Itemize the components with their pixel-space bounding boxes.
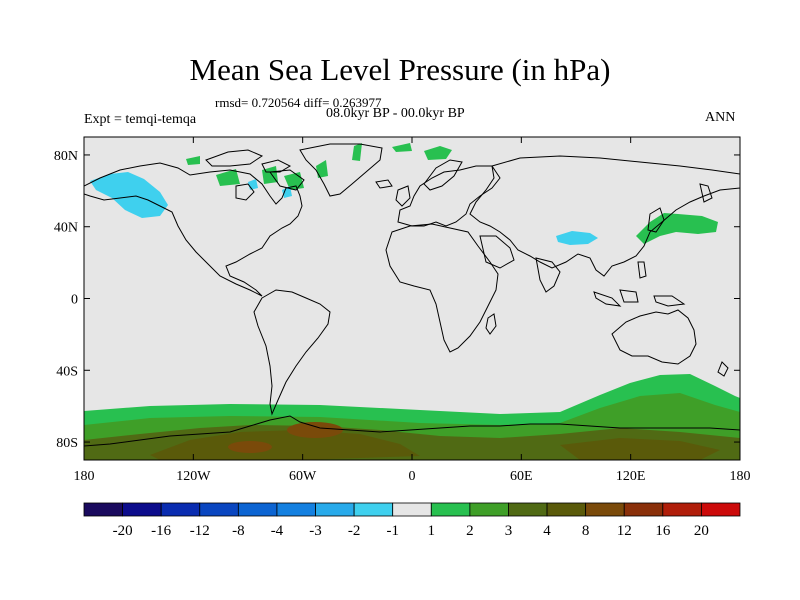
coastline-antarctica — [84, 415, 740, 447]
colorbar-label: -8 — [232, 523, 245, 539]
colorbar-swatch — [199, 502, 239, 517]
colorbar-swatch — [83, 502, 123, 517]
coastline-europe — [397, 165, 501, 227]
coastline-scandinavia — [423, 159, 463, 191]
coastline-arabia — [479, 235, 515, 269]
colorbar-swatch — [701, 502, 741, 517]
arctic-positive-anomaly — [316, 160, 328, 178]
colorbar-label: 20 — [694, 523, 709, 539]
colorbar-label: -12 — [190, 523, 210, 539]
coastline-greenland — [299, 143, 383, 197]
statistics-subtitle: rmsd= 0.720564 diff= 0.263977 — [215, 95, 382, 110]
y-tick-label: 0 — [71, 293, 78, 308]
antarctic-anomaly-4-8-east — [560, 438, 720, 460]
colorbar-swatch — [392, 502, 432, 517]
coastline-baffin — [269, 169, 305, 191]
colorbar-swatch — [546, 502, 587, 517]
arctic-negative-anomaly — [282, 186, 292, 198]
colorbar-label: 12 — [617, 523, 632, 539]
coastline-japan — [647, 207, 665, 233]
x-tick-label: 180 — [730, 469, 751, 484]
anomaly-shading — [84, 143, 740, 460]
coastline-australia — [611, 309, 697, 365]
coastline-madagascar — [485, 313, 497, 335]
arctic-positive-anomaly — [186, 156, 200, 165]
coastline-south-america — [253, 289, 331, 416]
japan-positive-anomaly — [636, 213, 718, 244]
x-tick-label: 120E — [616, 469, 646, 484]
coastline-kamchatka — [699, 183, 713, 203]
colorbar-label: 16 — [655, 523, 671, 539]
arctic-positive-anomaly — [262, 166, 278, 184]
coastline-asia — [469, 155, 740, 277]
y-tick-label: 80N — [54, 149, 78, 164]
colorbar-label: -3 — [309, 523, 322, 539]
arctic-positive-anomaly — [216, 169, 240, 186]
colorbar-swatch — [430, 502, 471, 517]
colorbar-label: -2 — [348, 523, 361, 539]
period-label: 08.0kyr BP - 00.0kyr BP — [326, 106, 465, 121]
coastline-british-isles — [395, 185, 411, 207]
coastline-india — [535, 257, 561, 293]
arctic-positive-anomaly — [424, 146, 452, 160]
coastline-africa — [385, 223, 499, 353]
colorbar-label: -4 — [271, 523, 284, 539]
antarctic-anomaly-8-12-b — [228, 441, 272, 453]
coastline-indonesia — [619, 289, 639, 303]
colorbar-label: 2 — [466, 523, 474, 539]
coastline-philippines — [637, 261, 647, 279]
coastlines — [84, 143, 740, 447]
colorbar-swatch — [623, 502, 664, 517]
coastline-indonesia — [593, 291, 622, 307]
colorbar-swatch — [469, 502, 509, 517]
colorbar-label: 4 — [543, 523, 551, 539]
y-tick-label: 80S — [56, 436, 78, 451]
colorbar-swatch — [662, 502, 702, 517]
arctic-positive-anomaly — [392, 143, 412, 152]
season-label: ANN — [705, 110, 736, 125]
alaska-negative-anomaly — [90, 172, 168, 218]
colorbar-label: 1 — [428, 523, 436, 539]
x-tick-label: 60W — [289, 469, 317, 484]
colorbar-swatch — [122, 502, 162, 517]
coastline-new-zealand — [717, 361, 729, 377]
colorbar: -20 -16 -12 -8 -4 -3 -2 -1 1 2 3 4 8 12 16 20 — [83, 502, 741, 539]
x-tick-label: 180 — [74, 469, 95, 484]
coastline-north-america — [84, 162, 303, 297]
colorbar-swatch — [237, 502, 278, 517]
coastline-arctic-islands — [261, 159, 292, 173]
antarctic-anomaly-4-8 — [150, 430, 420, 460]
colorbar-label: 3 — [505, 523, 513, 539]
colorbar-label: 8 — [582, 523, 590, 539]
axis-ticks: 180 120W 60W 0 60E 120E 180 80N 40N 0 40S 80S — [54, 137, 751, 484]
arctic-positive-anomaly — [352, 143, 362, 161]
y-tick-label: 40N — [54, 221, 78, 236]
colorbar-label: -1 — [386, 523, 399, 539]
coastline-hudson-bay — [235, 183, 255, 201]
colorbar-swatch — [160, 502, 201, 517]
x-tick-label: 60E — [510, 469, 533, 484]
tibet-negative-anomaly — [556, 231, 598, 245]
coastline-new-guinea — [653, 295, 686, 307]
x-tick-label: 120W — [176, 469, 211, 484]
coastline-arctic-islands — [205, 149, 264, 167]
coastline-iceland — [375, 179, 393, 189]
colorbar-swatch — [315, 502, 355, 517]
colorbar-label: -20 — [113, 523, 133, 539]
x-tick-label: 0 — [409, 469, 416, 484]
colorbar-swatch — [276, 502, 316, 517]
antarctic-anomaly-8-12 — [287, 422, 343, 438]
colorbar-swatch — [353, 502, 394, 517]
experiment-label: Expt = temqi-temqa — [84, 112, 197, 127]
colorbar-swatch — [508, 502, 548, 517]
y-tick-label: 40S — [56, 364, 78, 379]
colorbar-swatch — [585, 502, 625, 517]
colorbar-label: -16 — [151, 523, 171, 539]
chart-title: Mean Sea Level Pressure (in hPa) — [189, 52, 611, 87]
